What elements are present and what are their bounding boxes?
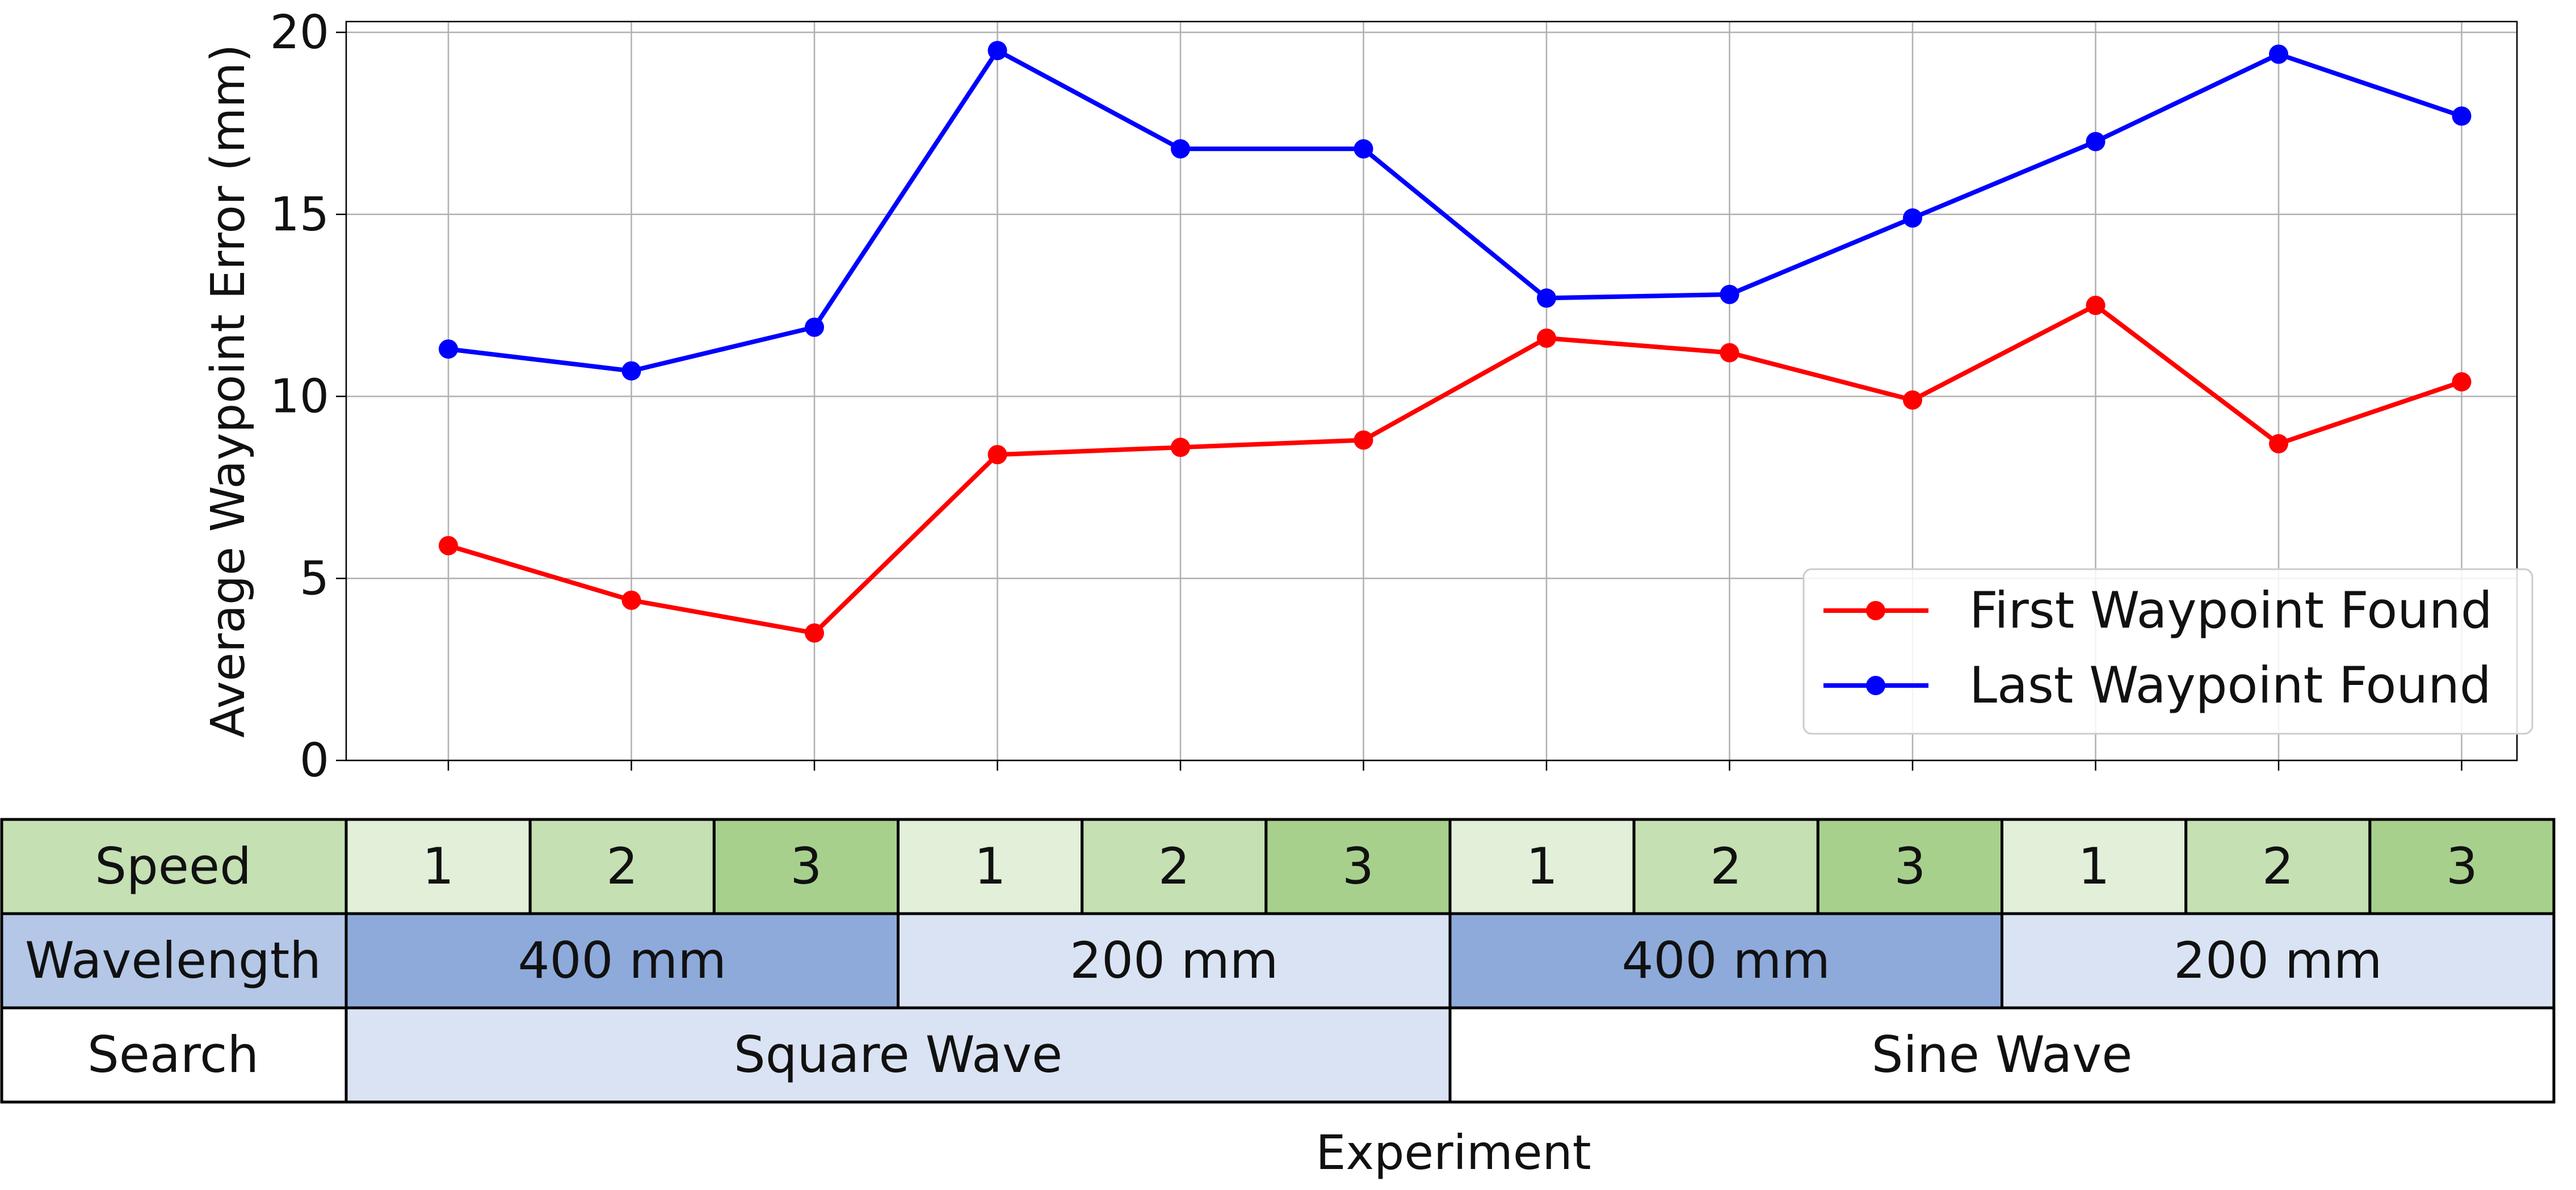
table-cell-label: 1 <box>2078 837 2110 895</box>
data-point <box>987 445 1007 465</box>
table-cell <box>2368 818 2556 915</box>
table-cell <box>344 1006 1452 1104</box>
y-axis: 0 5 10 15 20 <box>270 6 346 788</box>
table-cell <box>1448 818 1636 915</box>
data-point <box>805 317 824 337</box>
table-cell-label: 200 mm <box>1070 931 1278 990</box>
table-cell <box>1816 818 2003 915</box>
data-point <box>1537 288 1556 308</box>
legend-label: Last Waypoint Found <box>1969 656 2491 714</box>
table-cell <box>344 912 900 1010</box>
data-point <box>1354 430 1373 450</box>
data-point <box>2452 372 2472 392</box>
table-cell <box>897 818 1084 915</box>
data-point <box>621 361 641 381</box>
y-tick-label: 15 <box>270 188 329 242</box>
experiment-table: Speed 1 2 3 1 2 3 1 2 3 1 2 3 Wavelength 400 mm 200 mm 4… <box>0 818 2556 1104</box>
table-cell-label: 1 <box>422 837 454 895</box>
table-cell <box>1081 818 1268 915</box>
table-cell-label: Sine Wave <box>1872 1025 2133 1084</box>
data-point <box>2086 296 2106 316</box>
data-point <box>621 590 641 610</box>
table-cell <box>1448 1006 2556 1104</box>
legend-label: First Waypoint Found <box>1969 581 2493 640</box>
data-point <box>1537 328 1556 348</box>
table-cell <box>528 818 716 915</box>
table-cell-label: 2 <box>1158 837 1190 895</box>
table-cell-label: 400 mm <box>518 931 726 990</box>
table-cell <box>1448 912 2003 1010</box>
table-cell-label: 1 <box>974 837 1006 895</box>
table-cell <box>344 818 532 915</box>
y-tick-label: 5 <box>300 552 329 605</box>
table-cell-label: 3 <box>790 837 822 895</box>
table-cell-label: 2 <box>1710 837 1742 895</box>
x-axis <box>447 760 2462 771</box>
data-point <box>1720 284 1739 304</box>
table-row-label: Wavelength <box>25 931 321 990</box>
table-cell <box>897 912 1452 1010</box>
legend: First Waypoint Found Last Waypoint Found <box>1802 568 2533 735</box>
table-cell-label: Square Wave <box>734 1025 1062 1084</box>
data-point <box>1171 438 1190 457</box>
table-cell-label: 3 <box>2446 837 2478 895</box>
table-cell <box>712 818 900 915</box>
table-cell-label: 200 mm <box>2174 931 2382 990</box>
data-point <box>2452 106 2472 126</box>
series-layer <box>439 41 2472 643</box>
table-cell <box>1264 818 1452 915</box>
table-row-label: Speed <box>95 837 251 895</box>
data-point <box>1720 343 1739 363</box>
x-axis-label: Experiment <box>1316 1125 1591 1180</box>
table-cell-label: 3 <box>1894 837 1926 895</box>
legend-swatch-marker <box>1866 601 1885 620</box>
legend-swatch-marker <box>1866 676 1885 695</box>
y-tick-label: 20 <box>270 6 329 60</box>
table-cell-label: 3 <box>1342 837 1374 895</box>
data-point <box>1171 139 1190 159</box>
y-tick-label: 0 <box>300 734 329 788</box>
table-row-header-cell <box>0 912 348 1010</box>
data-point <box>2269 434 2288 453</box>
data-point <box>2269 44 2288 64</box>
plot-frame <box>345 20 2518 762</box>
data-point <box>987 41 1007 61</box>
data-point <box>439 536 458 556</box>
table-cell-label: 1 <box>1526 837 1558 895</box>
table-cell-label: 2 <box>2262 837 2294 895</box>
table-cell <box>1632 818 1819 915</box>
data-point <box>805 623 824 643</box>
data-point <box>2086 132 2106 152</box>
data-point <box>1903 208 1922 228</box>
table-cell <box>2184 818 2372 915</box>
legend-box <box>1802 568 2533 735</box>
table-cell-label: 400 mm <box>1622 931 1830 990</box>
table-cell-label: 2 <box>606 837 638 895</box>
y-axis-label: Average Waypoint Error (mm) <box>201 44 255 738</box>
table-row-header-cell <box>0 1006 348 1104</box>
data-point <box>1354 139 1373 159</box>
data-point <box>439 339 458 359</box>
y-tick-label: 10 <box>270 370 329 424</box>
table-row-label: Search <box>87 1025 259 1084</box>
data-point <box>1903 390 1922 410</box>
series-line-1 <box>446 303 2464 636</box>
series-line-2 <box>446 48 2464 373</box>
